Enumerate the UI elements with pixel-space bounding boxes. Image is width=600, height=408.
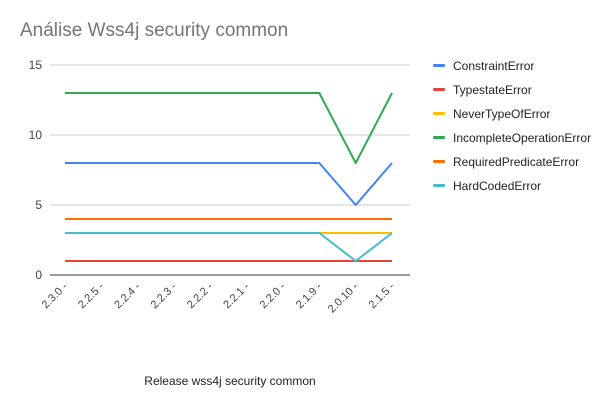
legend-swatch bbox=[433, 160, 445, 163]
legend-item: NeverTypeOfError bbox=[433, 106, 598, 122]
y-tick-label: 5 bbox=[35, 198, 42, 212]
y-tick-label: 0 bbox=[35, 268, 42, 282]
y-tick-label: 10 bbox=[29, 128, 43, 142]
x-tick-label: 2.1.5 - bbox=[367, 280, 398, 311]
legend-label: HardCodedError bbox=[453, 179, 542, 193]
legend-swatch bbox=[433, 88, 445, 91]
legend-swatch bbox=[433, 64, 445, 67]
legend-swatch bbox=[433, 136, 445, 139]
y-tick-label: 15 bbox=[29, 58, 43, 72]
legend: ConstraintError TypestateError NeverTypeOf… bbox=[433, 58, 598, 202]
legend-item: HardCodedError bbox=[433, 178, 598, 194]
x-tick-label: 2.2.5 - bbox=[76, 280, 107, 311]
legend-label: ConstraintError bbox=[453, 59, 535, 73]
legend-label: RequiredPredicateError bbox=[453, 155, 580, 169]
legend-item: IncompleteOperationError bbox=[433, 130, 598, 146]
x-tick-label: 2.0.10 - bbox=[326, 280, 361, 315]
x-tick-label: 2.2.4 - bbox=[112, 280, 143, 311]
legend-item: TypestateError bbox=[433, 82, 598, 98]
series-line-incompleteoperationerror bbox=[65, 92, 393, 164]
legend-label: IncompleteOperationError bbox=[453, 131, 592, 145]
series-line-hardcodederror bbox=[65, 232, 393, 262]
legend-swatch bbox=[433, 184, 445, 187]
chart-title: Análise Wss4j security common bbox=[20, 20, 289, 41]
legend-label: TypestateError bbox=[453, 83, 532, 97]
x-tick-label: 2.1.9 - bbox=[294, 280, 325, 311]
legend-item: RequiredPredicateError bbox=[433, 154, 598, 170]
x-axis-title: Release wss4j security common bbox=[144, 374, 316, 388]
x-tick-label: 2.2.1 - bbox=[221, 280, 252, 311]
legend-label: NeverTypeOfError bbox=[453, 107, 551, 121]
x-tick-label: 2.3.0 - bbox=[40, 280, 71, 311]
x-tick-label: 2.2.2 - bbox=[185, 280, 216, 311]
legend-swatch bbox=[433, 112, 445, 115]
series-line-constrainterror bbox=[65, 162, 393, 206]
legend-item: ConstraintError bbox=[433, 58, 598, 74]
x-tick-label: 2.2.3 - bbox=[149, 280, 180, 311]
x-tick-label: 2.2.0 - bbox=[258, 280, 289, 311]
